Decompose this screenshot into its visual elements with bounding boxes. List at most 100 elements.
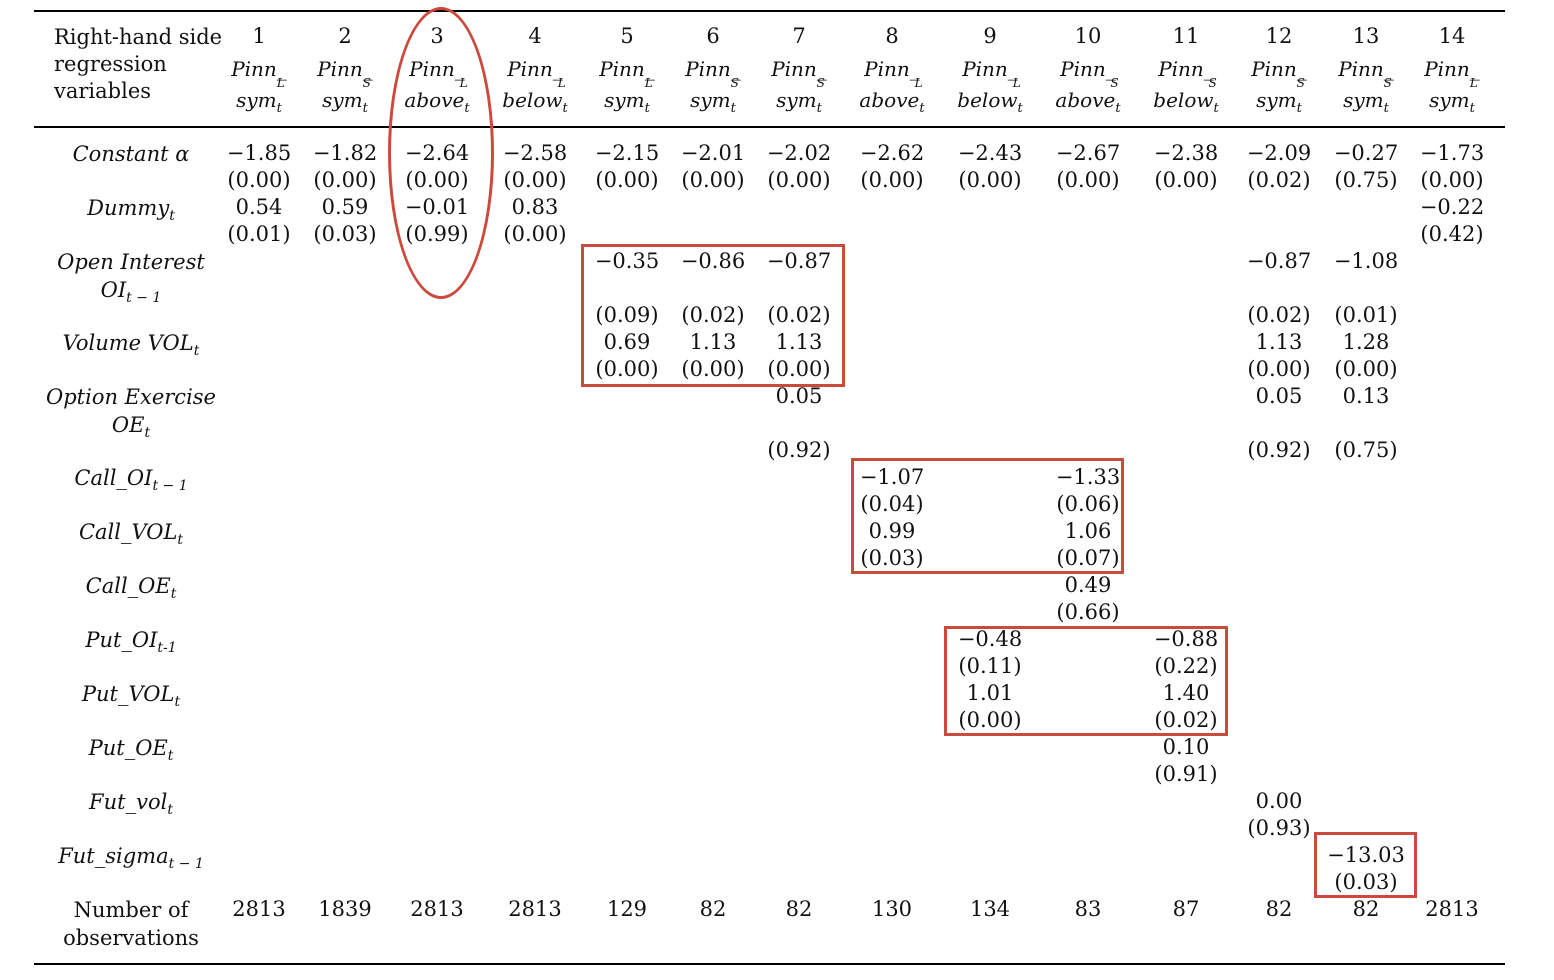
coefficient-cell: −2.38 — [1153, 141, 1219, 165]
column-number: 4 — [528, 24, 542, 48]
coefficient-cell: −2.58 — [502, 141, 568, 165]
observations-cell: 2813 — [410, 897, 464, 921]
column-number: 1 — [252, 24, 266, 48]
coefficient-cell: 1.13 — [1255, 330, 1303, 354]
row-label-call-oi: Call_OIt − 1 — [74, 466, 188, 494]
coefficient-cell: 0.10 — [1162, 735, 1210, 759]
p-value-cell: (0.02) — [1247, 168, 1311, 192]
p-value-cell: (0.00) — [503, 168, 567, 192]
p-value-cell: (0.00) — [767, 357, 831, 381]
coefficient-cell: 0.99 — [868, 519, 916, 543]
p-value-cell: (0.00) — [595, 357, 659, 381]
row-label-put-oe: Put_OEt — [88, 736, 174, 764]
row-label-call-vol: Call_VOLt — [78, 520, 184, 548]
p-value-cell: (0.02) — [681, 303, 745, 327]
coefficient-cell: 1.06 — [1064, 519, 1112, 543]
p-value-cell: (0.00) — [958, 168, 1022, 192]
coefficient-cell: 1.40 — [1162, 681, 1210, 705]
coefficient-cell: −0.27 — [1333, 141, 1399, 165]
row-label-option-exercise: Option Exercise OEt — [46, 385, 216, 441]
column-number: 8 — [885, 24, 899, 48]
p-value-cell: (0.92) — [767, 438, 831, 462]
coefficient-cell: −0.86 — [680, 249, 746, 273]
p-value-cell: (0.00) — [1334, 357, 1398, 381]
observations-cell: 1839 — [318, 897, 372, 921]
column-number: 6 — [706, 24, 720, 48]
coefficient-cell: 0.59 — [321, 195, 369, 219]
p-value-cell: (0.92) — [1247, 438, 1311, 462]
coefficient-cell: −1.08 — [1333, 249, 1399, 273]
observations-cell: 130 — [871, 897, 913, 921]
row-label-volume: Volume VOLt — [62, 331, 200, 359]
p-value-cell: (0.00) — [1154, 168, 1218, 192]
p-value-cell: (0.00) — [313, 168, 377, 192]
header-row-label: Right-hand side regression variables — [54, 24, 222, 105]
p-value-cell: (0.00) — [1247, 357, 1311, 381]
coefficient-cell: −0.35 — [594, 249, 660, 273]
header-row-label-line: Right-hand side — [54, 25, 223, 49]
p-value-cell: (0.11) — [958, 654, 1022, 678]
p-value-cell: (0.02) — [1154, 708, 1218, 732]
coefficient-cell: 0.54 — [235, 195, 283, 219]
p-value-cell: (0.00) — [227, 168, 291, 192]
coefficient-cell: −2.02 — [766, 141, 832, 165]
coefficient-cell: 0.69 — [603, 330, 651, 354]
coefficient-cell: 1.13 — [689, 330, 737, 354]
row-label-observations: Number of observations — [63, 898, 199, 950]
top-rule — [34, 10, 1505, 12]
p-value-cell: (0.01) — [1334, 303, 1398, 327]
column-number: 11 — [1172, 24, 1200, 48]
p-value-cell: (0.07) — [1056, 546, 1120, 570]
coefficient-cell: −0.87 — [766, 249, 832, 273]
p-value-cell: (0.93) — [1247, 816, 1311, 840]
observations-cell: 87 — [1172, 897, 1200, 921]
p-value-cell: (0.03) — [1334, 870, 1398, 894]
p-value-cell: (0.00) — [767, 168, 831, 192]
coefficient-cell: −2.67 — [1055, 141, 1121, 165]
p-value-cell: (0.00) — [681, 168, 745, 192]
p-value-cell: (0.02) — [1247, 303, 1311, 327]
observations-cell: 2813 — [232, 897, 286, 921]
p-value-cell: (0.00) — [503, 222, 567, 246]
row-label-fut-sigma: Fut_sigmat − 1 — [58, 844, 204, 872]
coefficient-cell: −0.48 — [957, 627, 1023, 651]
column-number: 10 — [1074, 24, 1102, 48]
coefficient-cell: 1.13 — [775, 330, 823, 354]
p-value-cell: (0.00) — [1056, 168, 1120, 192]
p-value-cell: (0.00) — [1420, 168, 1484, 192]
p-value-cell: (0.01) — [227, 222, 291, 246]
p-value-cell: (0.06) — [1056, 492, 1120, 516]
coefficient-cell: −2.09 — [1246, 141, 1312, 165]
coefficient-cell: −0.22 — [1419, 195, 1485, 219]
p-value-cell: (0.02) — [767, 303, 831, 327]
coefficient-cell: −2.62 — [859, 141, 925, 165]
p-value-cell: (0.03) — [860, 546, 924, 570]
p-value-cell: (0.09) — [595, 303, 659, 327]
p-value-cell: (0.00) — [860, 168, 924, 192]
observations-cell: 134 — [969, 897, 1011, 921]
observations-cell: 82 — [1352, 897, 1380, 921]
coefficient-cell: −2.15 — [594, 141, 660, 165]
p-value-cell: (0.04) — [860, 492, 924, 516]
coefficient-cell: 0.05 — [1255, 384, 1303, 408]
header-row-label-line: regression — [54, 52, 167, 76]
coefficient-cell: 0.05 — [775, 384, 823, 408]
bottom-rule — [34, 963, 1505, 965]
column-number: 13 — [1352, 24, 1380, 48]
p-value-cell: (0.22) — [1154, 654, 1218, 678]
column-number: 7 — [792, 24, 806, 48]
p-value-cell: (0.00) — [958, 708, 1022, 732]
column-number: 5 — [620, 24, 634, 48]
coefficient-cell: 0.49 — [1064, 573, 1112, 597]
observations-cell: 82 — [699, 897, 727, 921]
row-label-constant: Constant α — [72, 142, 190, 166]
column-number: 12 — [1265, 24, 1293, 48]
p-value-cell: (0.00) — [595, 168, 659, 192]
